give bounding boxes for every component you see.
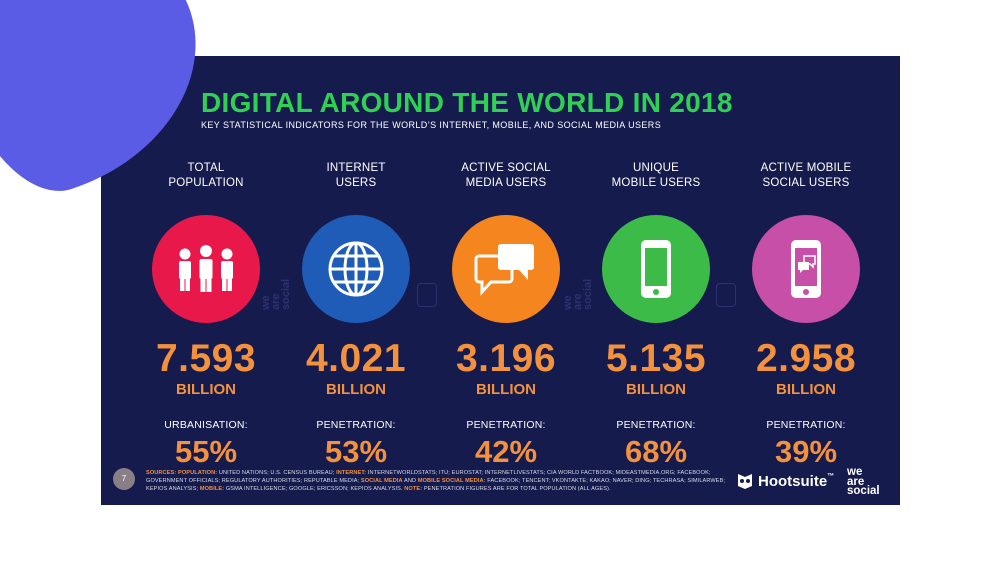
stat-unique-mobile-users: UNIQUE MOBILE USERS 5.135 BILLION PENETRA… (591, 161, 721, 469)
owl-icon (738, 474, 752, 489)
stat-total-population: TOTAL POPULATION 7.593 BILLION URBANISATI… (141, 161, 271, 469)
hootsuite-logo: Hootsuite™ (737, 472, 834, 490)
stat-sub-label: URBANISATION: (164, 419, 248, 431)
stat-sub-label: PENETRATION: (616, 419, 696, 431)
stat-active-mobile-social-users: ACTIVE MOBILE SOCIAL USERS 2.958 BILLION … (741, 161, 871, 469)
stat-percent: 42% (474, 434, 538, 469)
page-subtitle: KEY STATISTICAL INDICATORS FOR THE WORLD… (201, 120, 662, 130)
stat-value: 7.593 (155, 337, 257, 380)
page-title: DIGITAL AROUND THE WORLD IN 2018 (201, 87, 733, 118)
sources-footnote: SOURCES: POPULATION: UNITED NATIONS; U.S… (146, 470, 726, 492)
stat-value: 3.196 (455, 337, 557, 380)
stat-label: UNIQUE MOBILE USERS (611, 162, 701, 189)
stat-label: ACTIVE SOCIAL MEDIA USERS (461, 162, 551, 189)
stat-sub-label: PENETRATION: (316, 419, 396, 431)
stat-percent: 53% (324, 434, 388, 469)
stat-sub-label: PENETRATION: (466, 419, 546, 431)
stat-percent: 68% (624, 434, 688, 469)
chat-bubbles-icon (452, 215, 560, 323)
globe-icon (302, 215, 410, 323)
stat-active-social-media-users: ACTIVE SOCIAL MEDIA USERS 3.196 BILLION P… (441, 161, 571, 469)
stat-unit: BILLION (776, 381, 836, 398)
stat-unit: BILLION (326, 381, 386, 398)
stat-label: ACTIVE MOBILE SOCIAL USERS (760, 162, 852, 189)
owl-watermark-icon (716, 283, 736, 307)
mobile-social-icon (752, 215, 860, 323)
stat-label: TOTAL POPULATION (168, 162, 244, 189)
hootsuite-wordmark: Hootsuite™ (758, 472, 835, 490)
stat-label: INTERNET USERS (326, 162, 386, 189)
infographic-slide: DIGITAL AROUND THE WORLD IN 2018 KEY STA… (101, 56, 900, 505)
we-are-social-logo: we are social (847, 466, 880, 497)
stat-percent: 39% (774, 434, 838, 469)
population-icon (152, 215, 260, 323)
stat-unit: BILLION (626, 381, 686, 398)
stat-unit: BILLION (476, 381, 536, 398)
mobile-phone-icon (602, 215, 710, 323)
stat-value: 2.958 (755, 337, 857, 380)
owl-watermark-icon (417, 283, 437, 307)
stat-percent: 55% (174, 434, 238, 469)
stat-value: 5.135 (605, 337, 707, 380)
stat-sub-label: PENETRATION: (766, 419, 846, 431)
page-number: 7 (113, 468, 135, 490)
stat-unit: BILLION (176, 381, 236, 398)
stat-value: 4.021 (305, 337, 407, 380)
stat-internet-users: INTERNET USERS 4.021 BILLION PENETRATION:… (291, 161, 421, 469)
